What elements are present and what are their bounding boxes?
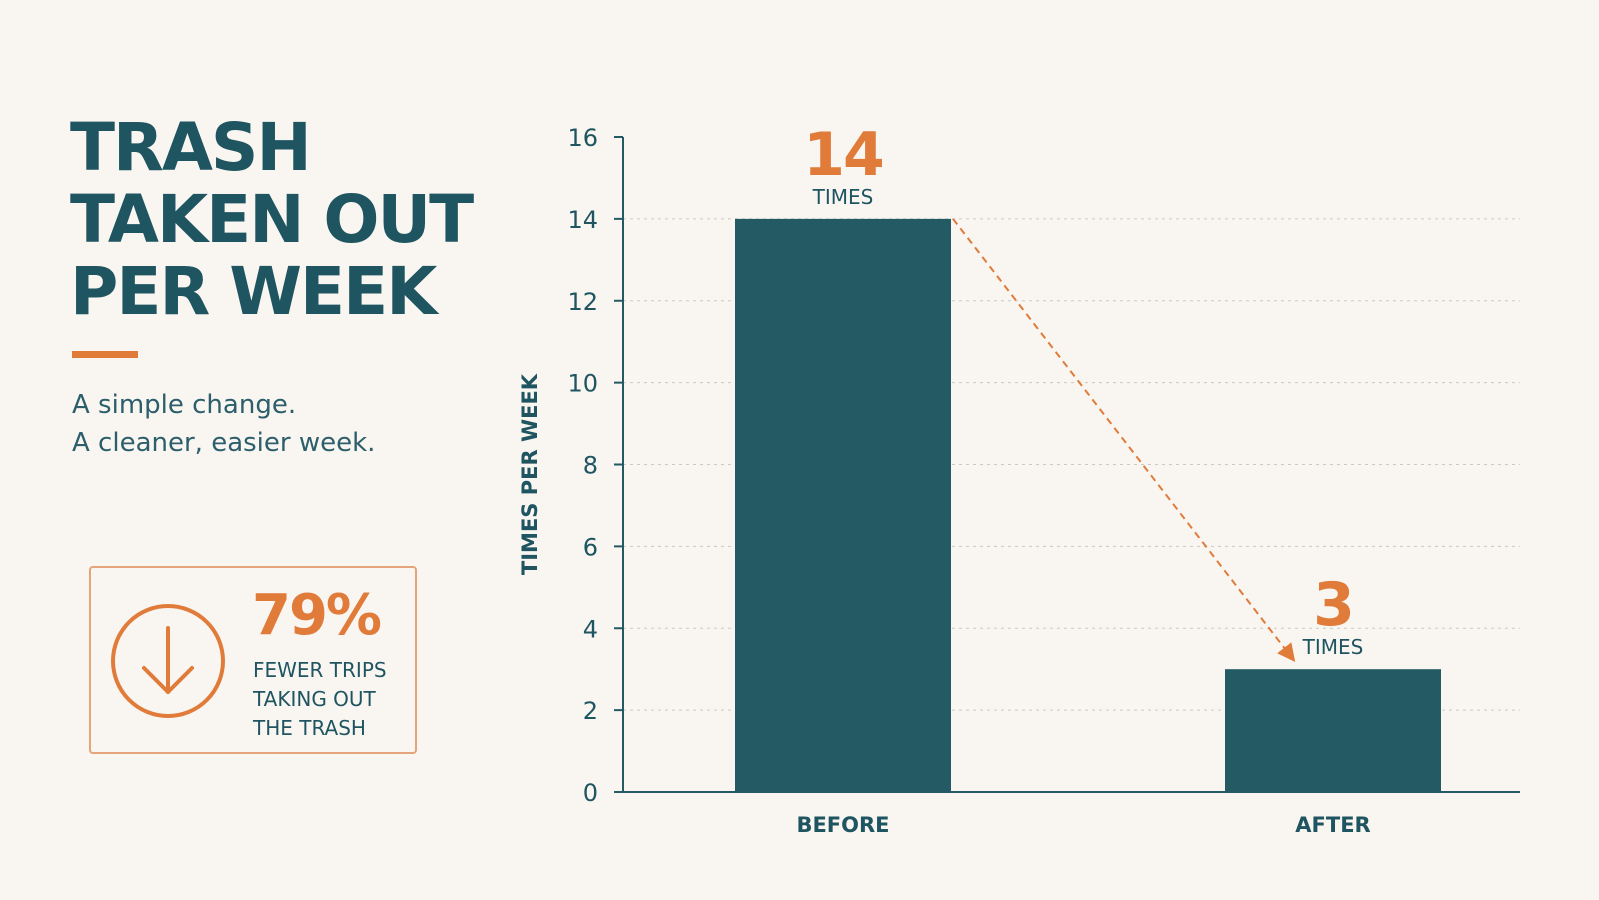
- y-tick-label-2: 2: [583, 697, 598, 725]
- subtitle: A simple change. A cleaner, easier week.: [72, 386, 375, 462]
- stat-value: 79%: [252, 583, 382, 648]
- title-line-3: PER WEEK: [70, 253, 437, 330]
- y-tick-label-14: 14: [567, 206, 598, 234]
- x-tick-label-before: BEFORE: [796, 813, 889, 837]
- stat-caption-line-1: FEWER TRIPS: [253, 658, 387, 682]
- data-label-before: 14: [803, 120, 883, 190]
- data-unit-label-before: TIMES: [812, 185, 874, 209]
- y-tick-label-16: 16: [567, 124, 598, 152]
- y-axis-title: TIMES PER WEEK: [518, 373, 542, 575]
- arrow-down-circle-icon: [111, 604, 225, 718]
- stat-caption: FEWER TRIPS TAKING OUT THE TRASH: [253, 656, 387, 743]
- accent-divider: [72, 351, 138, 358]
- y-tick-label-0: 0: [583, 779, 598, 807]
- y-tick-label-6: 6: [583, 533, 598, 561]
- bar-before: [735, 218, 951, 792]
- y-tick-label-10: 10: [567, 370, 598, 398]
- y-tick-label-12: 12: [567, 288, 598, 316]
- y-tick-label-8: 8: [583, 452, 598, 480]
- stat-card: 79% FEWER TRIPS TAKING OUT THE TRASH: [89, 566, 417, 754]
- y-tick-label-4: 4: [583, 615, 598, 643]
- subtitle-line-2: A cleaner, easier week.: [72, 428, 376, 458]
- trend-arrow: [952, 218, 1296, 663]
- x-tick-label-after: AFTER: [1295, 813, 1370, 837]
- data-label-after: 3: [1313, 570, 1353, 640]
- data-unit-label-after: TIMES: [1302, 635, 1364, 659]
- stat-caption-line-3: THE TRASH: [253, 716, 366, 740]
- title-line-1: TRASH: [70, 109, 312, 186]
- page-title: TRASH TAKEN OUT PER WEEK: [70, 109, 474, 330]
- subtitle-line-1: A simple change.: [72, 390, 297, 420]
- title-line-2: TAKEN OUT: [70, 181, 474, 258]
- bar-after: [1225, 669, 1441, 792]
- stat-caption-line-2: TAKING OUT: [253, 687, 376, 711]
